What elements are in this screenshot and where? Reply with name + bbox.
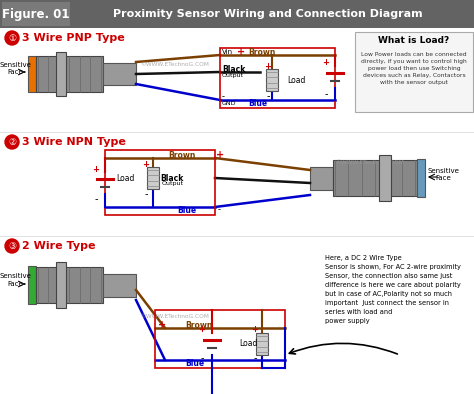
Text: Sensitive
Face: Sensitive Face — [0, 61, 31, 74]
Text: 3 Wire PNP Type: 3 Wire PNP Type — [22, 33, 125, 43]
Bar — [36, 56, 102, 91]
Text: ②: ② — [8, 138, 16, 147]
Text: Sensitive
Face: Sensitive Face — [0, 273, 31, 286]
Text: -: - — [222, 93, 225, 102]
Text: -: - — [218, 206, 221, 214]
Text: +: + — [237, 47, 245, 57]
Text: What is Load?: What is Load? — [378, 35, 450, 45]
Text: +: + — [199, 325, 206, 335]
Text: +: + — [158, 320, 166, 330]
Text: Blue: Blue — [185, 359, 204, 368]
Text: Load: Load — [240, 340, 258, 349]
Text: ①: ① — [8, 33, 16, 43]
Bar — [105, 150, 215, 215]
Text: -: - — [266, 91, 270, 101]
Text: Brown: Brown — [185, 320, 212, 329]
Text: Brown: Brown — [248, 48, 275, 56]
Bar — [28, 56, 36, 93]
Bar — [102, 273, 136, 297]
Text: Output: Output — [222, 72, 244, 78]
Circle shape — [5, 135, 19, 149]
Text: Figure. 01: Figure. 01 — [2, 7, 70, 20]
Bar — [2, 2, 70, 26]
Text: +: + — [143, 160, 149, 169]
Text: ③: ③ — [8, 242, 16, 251]
Text: Here, a DC 2 Wire Type
Sensor is shown, For AC 2-wire proximity
Sensor, the conn: Here, a DC 2 Wire Type Sensor is shown, … — [325, 255, 461, 324]
Bar — [333, 160, 417, 196]
Text: +: + — [322, 58, 329, 67]
Bar — [0, 0, 474, 28]
Text: +: + — [264, 61, 272, 71]
Text: Black: Black — [222, 65, 246, 74]
Text: Low Power loads can be connected
directly, if you want to control high
power loa: Low Power loads can be connected directl… — [361, 52, 467, 85]
Text: ©WWW.ETechnoG.COM: ©WWW.ETechnoG.COM — [141, 314, 210, 318]
Bar — [310, 167, 333, 190]
Text: Output: Output — [162, 180, 184, 186]
Text: -: - — [144, 189, 148, 199]
Text: Blue: Blue — [248, 98, 267, 108]
Text: +: + — [92, 165, 100, 173]
Bar — [147, 167, 159, 189]
Bar — [417, 159, 425, 197]
Text: Load: Load — [117, 173, 135, 182]
Text: Proximity Sensor Wiring and Connection Diagram: Proximity Sensor Wiring and Connection D… — [113, 9, 423, 19]
Bar — [355, 32, 473, 112]
Bar — [379, 155, 391, 201]
Circle shape — [5, 31, 19, 45]
Bar — [256, 333, 268, 355]
Bar — [266, 69, 278, 91]
Bar — [155, 310, 285, 368]
Text: GND: GND — [222, 100, 237, 106]
Text: 3 Wire NPN Type: 3 Wire NPN Type — [22, 137, 126, 147]
Text: +: + — [252, 325, 258, 335]
Bar — [55, 262, 66, 308]
Bar — [55, 52, 66, 96]
Circle shape — [5, 239, 19, 253]
Text: Vin: Vin — [222, 49, 233, 55]
Text: Blue: Blue — [177, 206, 196, 214]
Bar — [102, 63, 136, 85]
Text: -: - — [324, 89, 328, 99]
Text: ©WWW.ETechnoG.COM: ©WWW.ETechnoG.COM — [336, 160, 404, 165]
Bar — [28, 266, 36, 304]
Bar — [36, 267, 102, 303]
Text: ©WWW.ETechnoG.COM: ©WWW.ETechnoG.COM — [141, 61, 210, 67]
Bar — [220, 48, 335, 108]
Text: -: - — [94, 194, 98, 204]
Text: -: - — [200, 353, 204, 363]
Text: 2 Wire Type: 2 Wire Type — [22, 241, 95, 251]
Text: Black: Black — [161, 173, 184, 182]
Text: +: + — [216, 150, 224, 160]
Text: Load: Load — [287, 76, 305, 84]
Text: -: - — [253, 353, 257, 363]
Text: Sensitive
Face: Sensitive Face — [427, 167, 459, 180]
Text: Brown: Brown — [169, 151, 196, 160]
